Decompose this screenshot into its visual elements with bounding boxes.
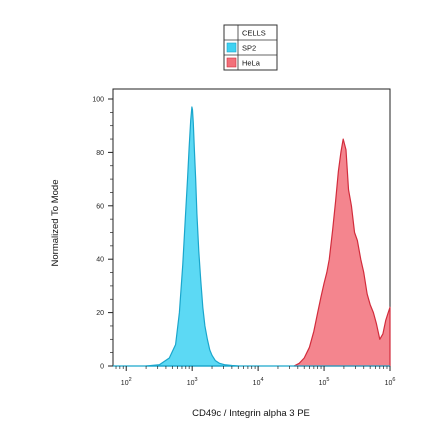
y-tick-label: 0 [100, 364, 104, 371]
legend: CELLS SP2 HeLa [223, 24, 278, 71]
series-area-hela [293, 138, 391, 367]
series-area-sp2 [145, 106, 239, 367]
x-tick-label: 105 [319, 377, 330, 387]
y-axis-title: Normalized To Mode [50, 180, 61, 267]
plot-area: 0 20 40 60 80 100 102 103 104 105 106 [92, 88, 396, 387]
legend-swatch-hela [226, 57, 237, 68]
y-tick-label: 60 [96, 203, 104, 210]
legend-swatch-sp2 [226, 42, 237, 53]
y-tick-label: 40 [96, 257, 104, 264]
legend-label-sp2: SP2 [242, 44, 256, 53]
legend-label-hela: HeLa [242, 59, 261, 68]
x-tick-label: 103 [187, 377, 198, 387]
x-tick-label: 106 [385, 377, 396, 387]
y-tick-label: 80 [96, 150, 104, 157]
x-axis-title: CD49c / Integrin alpha 3 PE [192, 408, 310, 419]
x-tick-label: 102 [121, 377, 132, 387]
y-tick-label: 20 [96, 310, 104, 317]
x-tick-label: 104 [253, 377, 264, 387]
y-tick-label: 100 [92, 97, 104, 104]
legend-title: CELLS [242, 29, 266, 38]
